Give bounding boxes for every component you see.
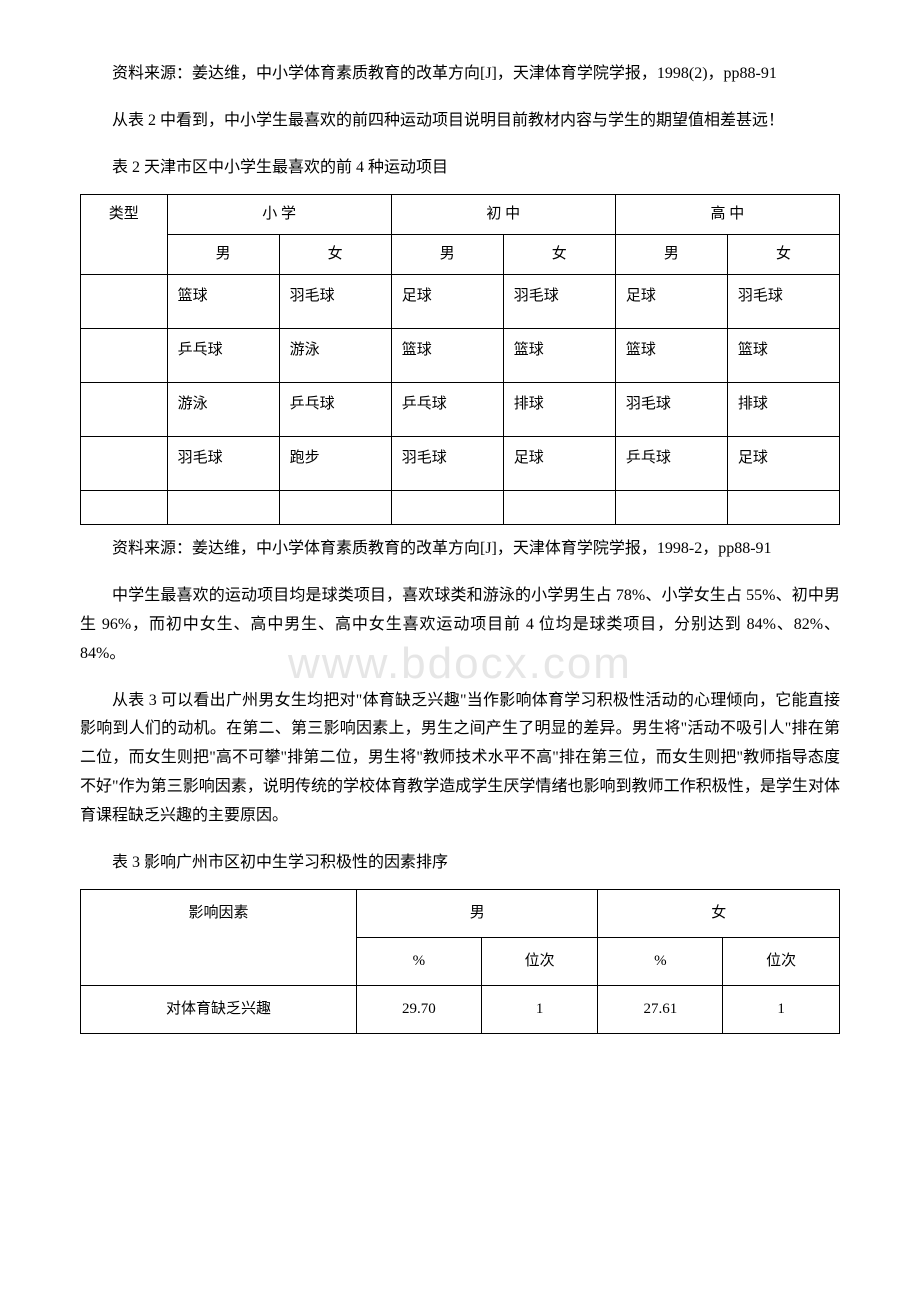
- para-percentages: 中学生最喜欢的运动项目均是球类项目，喜欢球类和游泳的小学男生占 78%、小学女生…: [80, 582, 840, 668]
- table2-gender-3: 女: [503, 235, 615, 275]
- table-3: 影响因素 男 女 % 位次 % 位次 对体育缺乏兴趣 29.70 1 27.61…: [80, 889, 840, 1034]
- table2-cell: 足球: [615, 275, 727, 329]
- table2-empty: [167, 491, 279, 525]
- table2-empty: [391, 491, 503, 525]
- table3-cell: 1: [723, 986, 840, 1034]
- table2-cell: 羽毛球: [615, 383, 727, 437]
- table2-cell: 羽毛球: [279, 275, 391, 329]
- table2-gender-4: 男: [615, 235, 727, 275]
- table2-cell: 羽毛球: [727, 275, 839, 329]
- table3-subcol-3: 位次: [723, 938, 840, 986]
- table3-row1-label: 对体育缺乏兴趣: [81, 986, 357, 1034]
- table3-factor-header: 影响因素: [81, 890, 357, 986]
- table2-empty: [279, 491, 391, 525]
- table3-col-female: 女: [598, 890, 840, 938]
- table2-cell: 游泳: [167, 383, 279, 437]
- table2-cell: 篮球: [391, 329, 503, 383]
- table3-subcol-2: %: [598, 938, 723, 986]
- table2-cell: 乒乓球: [167, 329, 279, 383]
- table-2: 类型 小 学 初 中 高 中 男 女 男 女 男 女 篮球 羽毛球 足球 羽毛球…: [80, 194, 840, 525]
- table2-cell: 乒乓球: [279, 383, 391, 437]
- table2-cell: 篮球: [503, 329, 615, 383]
- table2-gender-5: 女: [727, 235, 839, 275]
- citation-2: 资料来源：姜达维，中小学体育素质教育的改革方向[J]，天津体育学院学报，1998…: [80, 535, 840, 564]
- table2-cell: 足球: [503, 437, 615, 491]
- table2-type-header: 类型: [81, 195, 168, 275]
- table2-cell: 足球: [727, 437, 839, 491]
- table2-empty: [727, 491, 839, 525]
- table2-cell: 乒乓球: [615, 437, 727, 491]
- table2-row3-blank: [81, 437, 168, 491]
- intro-table2: 从表 2 中看到，中小学生最喜欢的前四种运动项目说明目前教材内容与学生的期望值相…: [80, 107, 840, 136]
- citation-1: 资料来源：姜达维，中小学体育素质教育的改革方向[J]，天津体育学院学报，1998…: [80, 60, 840, 89]
- table2-row2-blank: [81, 383, 168, 437]
- table2-cell: 足球: [391, 275, 503, 329]
- table3-subcol-1: 位次: [481, 938, 598, 986]
- table2-cell: 乒乓球: [391, 383, 503, 437]
- table2-gender-0: 男: [167, 235, 279, 275]
- table2-empty: [503, 491, 615, 525]
- table2-cell: 跑步: [279, 437, 391, 491]
- table2-gender-1: 女: [279, 235, 391, 275]
- table2-caption: 表 2 天津市区中小学生最喜欢的前 4 种运动项目: [80, 154, 840, 183]
- table2-cell: 羽毛球: [391, 437, 503, 491]
- table2-empty: [81, 491, 168, 525]
- table2-cell: 排球: [727, 383, 839, 437]
- table3-col-male: 男: [356, 890, 597, 938]
- table2-cell: 篮球: [615, 329, 727, 383]
- table2-row0-blank: [81, 275, 168, 329]
- table2-row1-blank: [81, 329, 168, 383]
- table3-subcol-0: %: [356, 938, 481, 986]
- table2-level-2: 高 中: [615, 195, 839, 235]
- table2-gender-2: 男: [391, 235, 503, 275]
- table2-cell: 篮球: [727, 329, 839, 383]
- table2-level-1: 初 中: [391, 195, 615, 235]
- table2-cell: 羽毛球: [167, 437, 279, 491]
- table3-cell: 27.61: [598, 986, 723, 1034]
- table2-cell: 游泳: [279, 329, 391, 383]
- table3-cell: 29.70: [356, 986, 481, 1034]
- table2-level-0: 小 学: [167, 195, 391, 235]
- para-table3-intro: 从表 3 可以看出广州男女生均把对"体育缺乏兴趣"当作影响体育学习积极性活动的心…: [80, 687, 840, 831]
- table2-cell: 篮球: [167, 275, 279, 329]
- table3-cell: 1: [481, 986, 598, 1034]
- table3-caption: 表 3 影响广州市区初中生学习积极性的因素排序: [80, 849, 840, 878]
- table2-empty: [615, 491, 727, 525]
- table2-cell: 羽毛球: [503, 275, 615, 329]
- table2-cell: 排球: [503, 383, 615, 437]
